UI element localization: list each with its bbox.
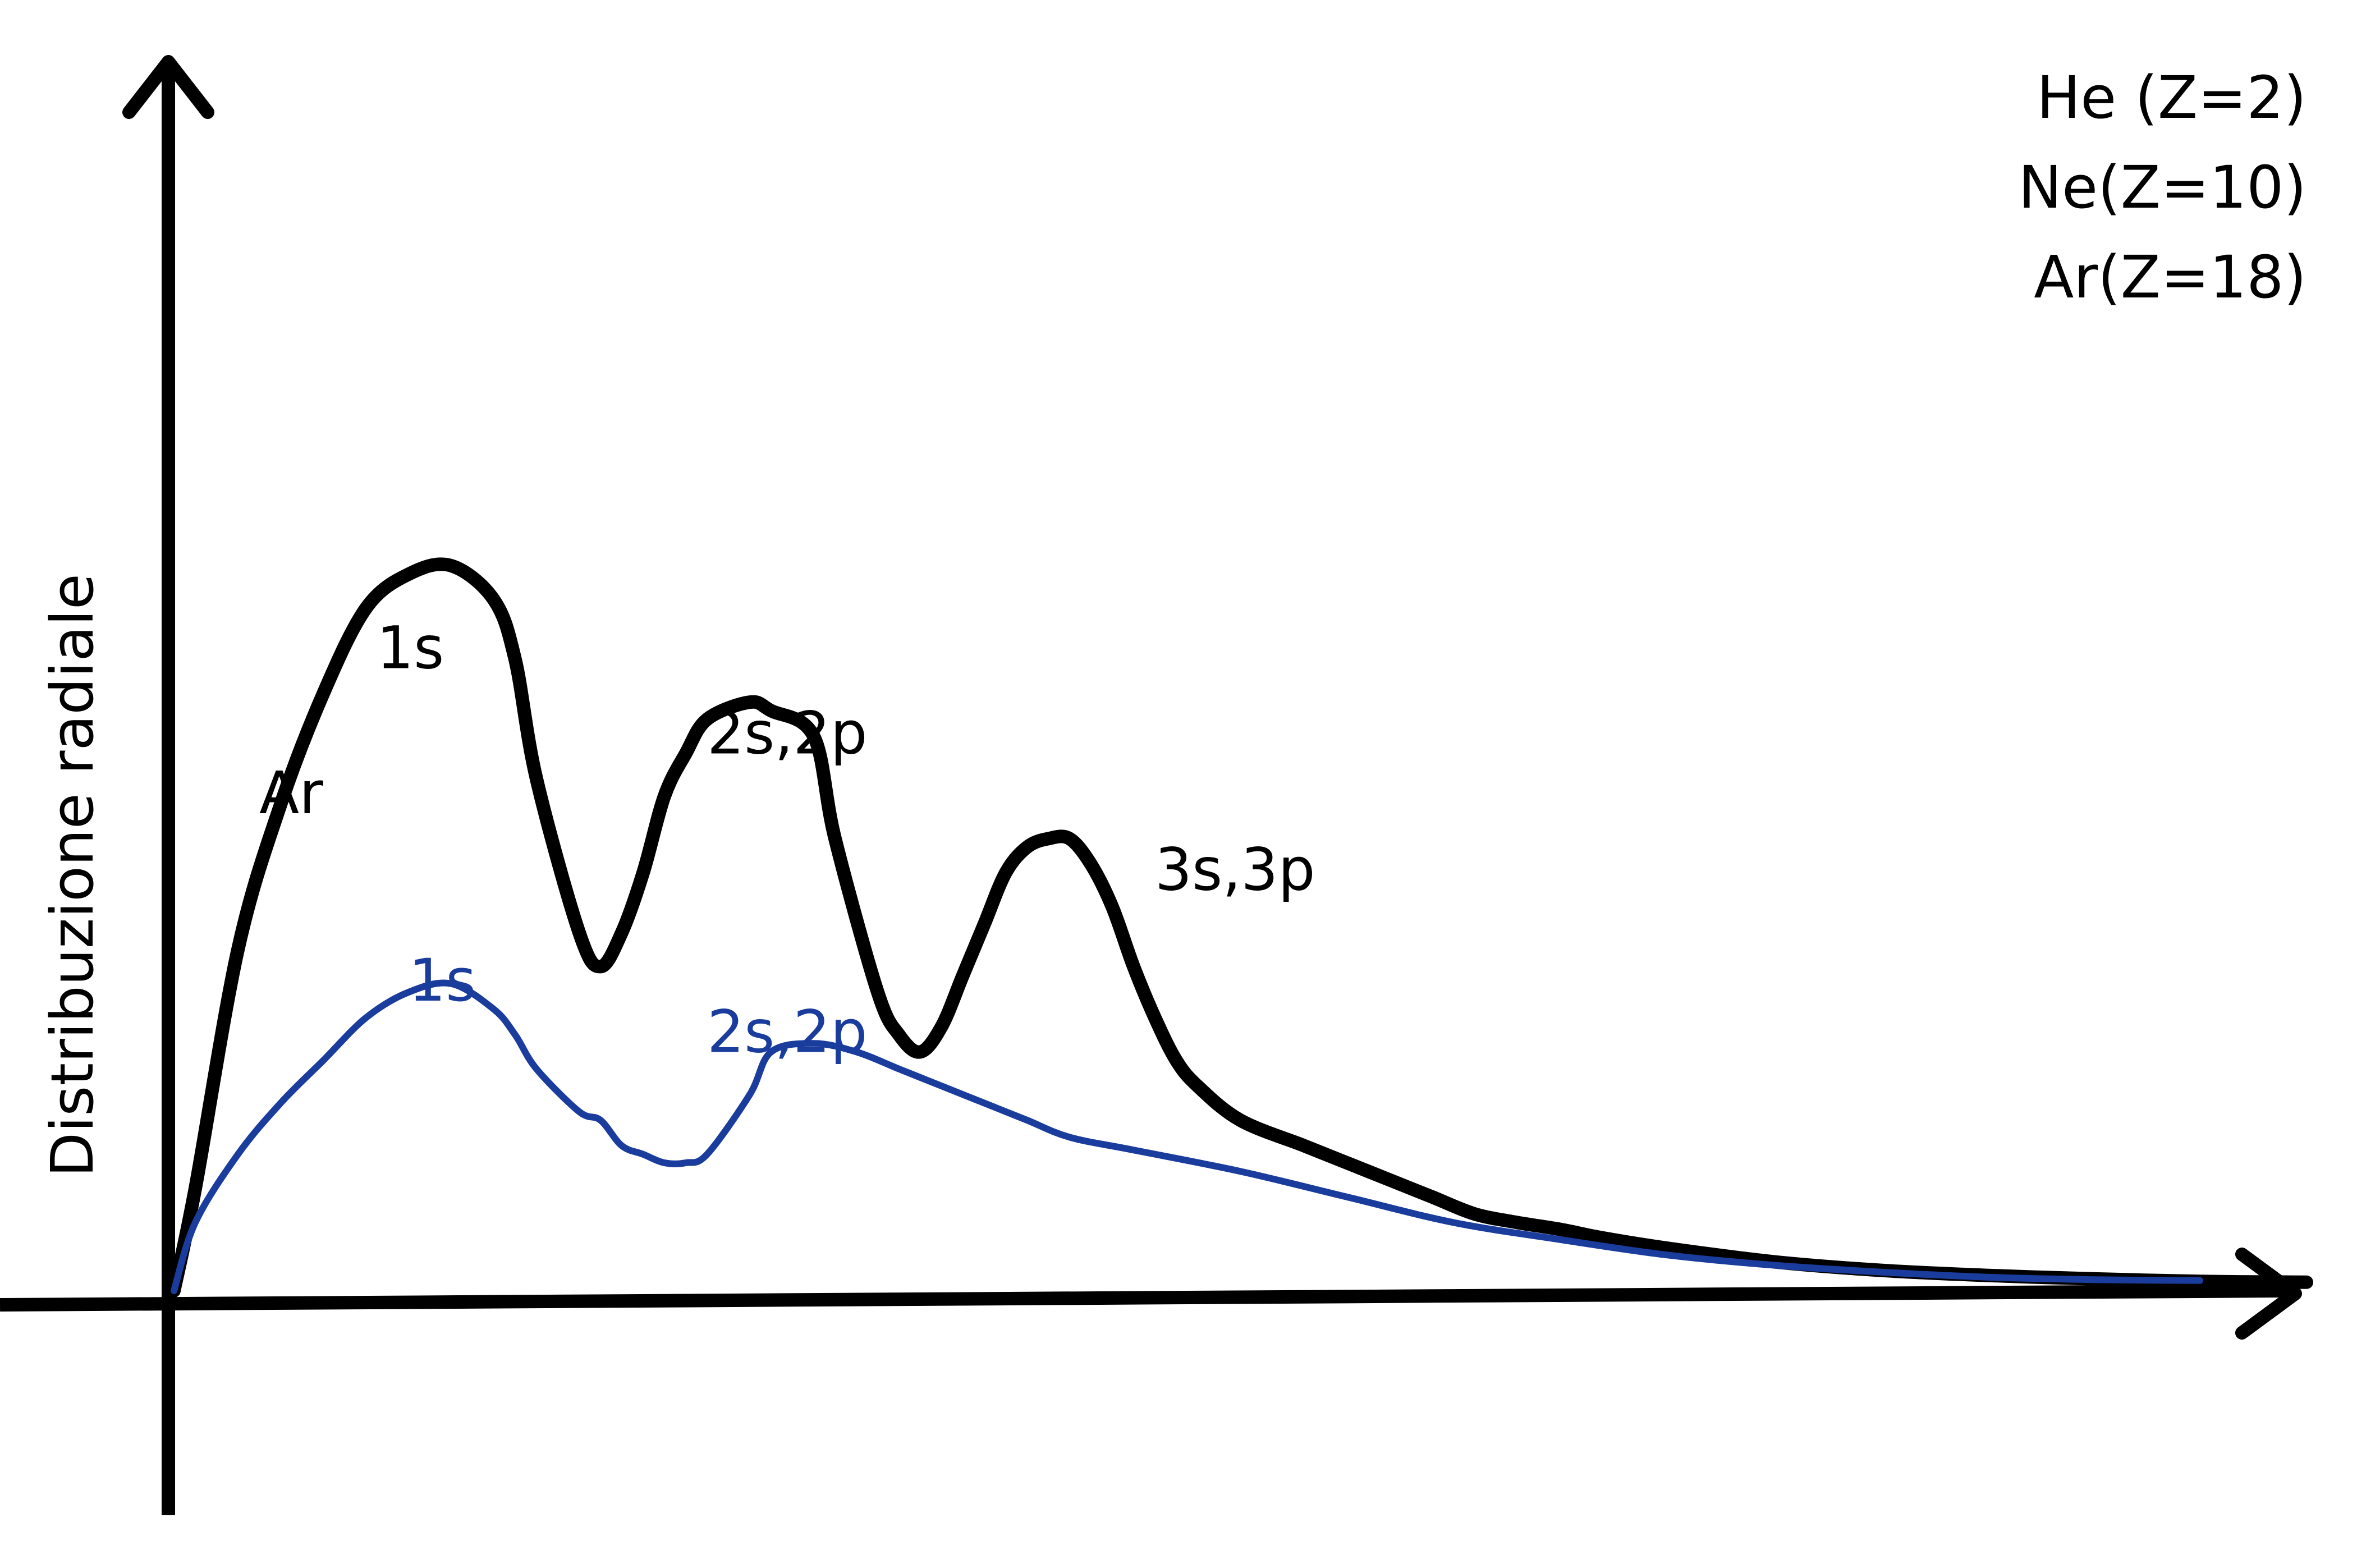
x-axis-line [0, 1284, 2287, 1312]
annotation-label-0: Ar [259, 759, 323, 827]
annotation-label-4: 1s [409, 946, 476, 1015]
legend-entry-0: He (Z=2) [2037, 63, 2306, 132]
axes [0, 55, 2302, 1515]
x-axis-arrowhead [2235, 1248, 2302, 1340]
peak-annotations: Ar 1s 2s,2p 3s,3p 1s 2s,2p [259, 613, 1315, 1066]
series-curves [167, 557, 2313, 1298]
legend-entry-1: Ne(Z=10) [2018, 153, 2306, 222]
legend-entry-2: Ar(Z=18) [2034, 243, 2306, 311]
legend: He (Z=2) Ne(Z=10) Ar(Z=18) [2018, 63, 2306, 311]
annotation-label-5: 2s,2p [707, 997, 868, 1066]
y-axis-arrowhead [122, 55, 214, 119]
annotation-label-1: 1s [377, 613, 444, 682]
annotation-label-2: 2s,2p [707, 699, 868, 767]
series-line-1 [171, 979, 2203, 1294]
series-line-0 [167, 557, 2313, 1298]
y-axis-label: Distribuzione radiale [38, 574, 107, 1177]
annotation-label-3: 3s,3p [1155, 836, 1315, 904]
